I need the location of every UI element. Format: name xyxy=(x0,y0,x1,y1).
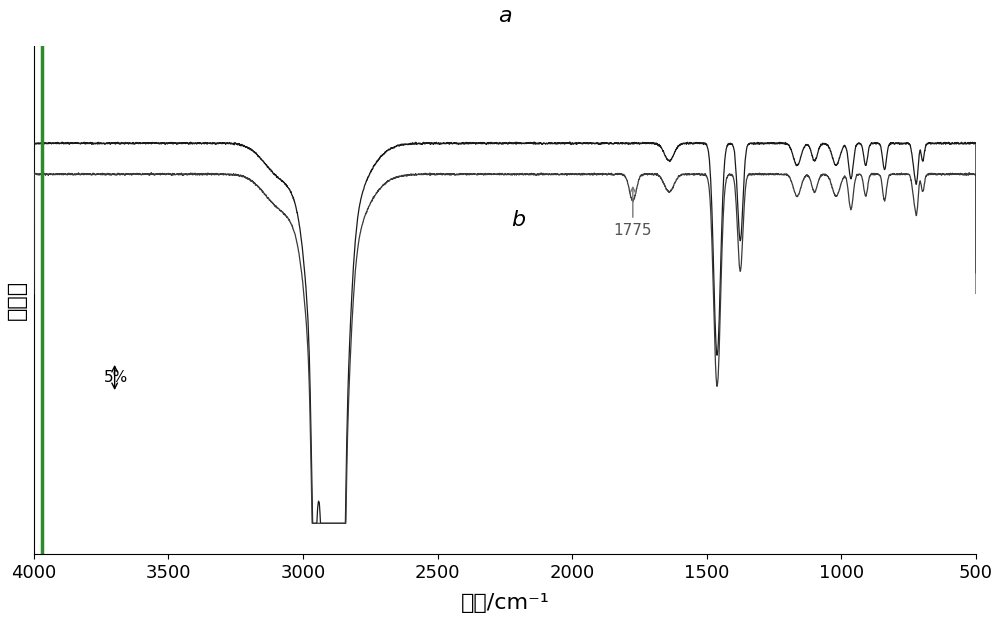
Text: b: b xyxy=(511,210,525,229)
Text: a: a xyxy=(498,6,512,25)
X-axis label: 波长/cm⁻¹: 波长/cm⁻¹ xyxy=(461,593,549,613)
Text: 1775: 1775 xyxy=(614,187,652,238)
Text: 5%: 5% xyxy=(104,370,128,385)
Y-axis label: 透过率: 透过率 xyxy=(7,280,27,320)
